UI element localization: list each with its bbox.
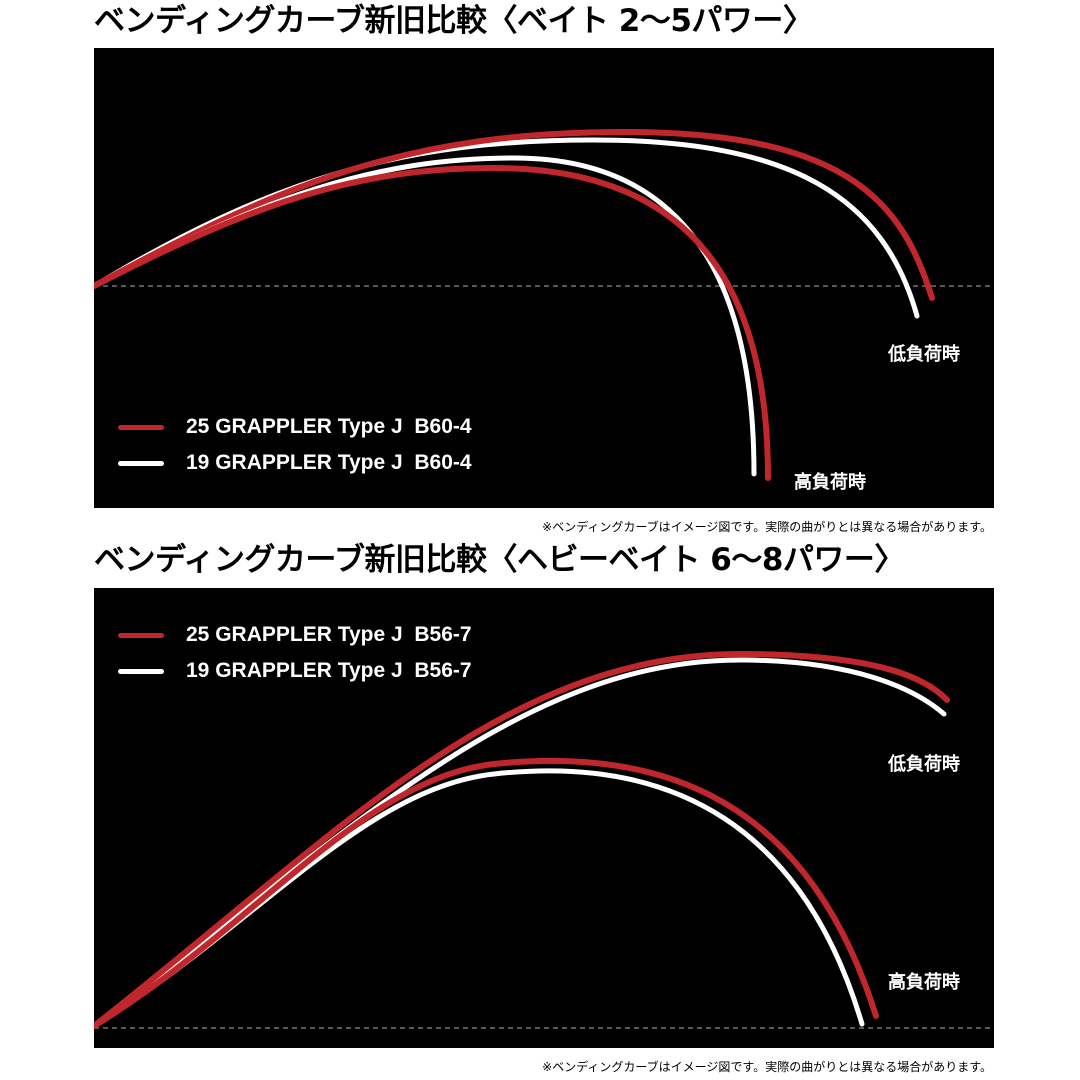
legend-label-new: 25 GRAPPLER Type J B60-4 (186, 415, 472, 438)
image-disclaimer-note: ※ベンディングカーブはイメージ図です。実際の曲がりとは異なる場合があります。 (542, 1060, 992, 1074)
curve-new-high-load (94, 164, 771, 481)
curve-old-high-load (94, 768, 865, 1029)
image-disclaimer-note: ※ベンディングカーブはイメージ図です。実際の曲がりとは異なる場合があります。 (542, 520, 992, 534)
legend-label-new: 25 GRAPPLER Type J B56-7 (186, 623, 472, 646)
curve-new-low-load (94, 650, 950, 1029)
bending-curve-panel-heavy-bait: 25 GRAPPLER Type J B56-7 19 GRAPPLER Typ… (94, 588, 994, 1048)
legend-item-new: 25 GRAPPLER Type J B60-4 (118, 412, 472, 442)
low-load-label: 低負荷時 (888, 344, 960, 365)
legend-swatch-red (118, 632, 164, 638)
high-load-label: 高負荷時 (888, 972, 960, 993)
curve-new-high-load (94, 757, 879, 1029)
legend-swatch-red (118, 424, 164, 430)
legend-label-old: 19 GRAPPLER Type J B56-7 (186, 659, 472, 682)
bending-curve-diagram-heavy-bait (94, 650, 994, 1029)
legend-swatch-white (118, 668, 164, 674)
curve-new-low-load (94, 128, 935, 301)
legend-item-new: 25 GRAPPLER Type J B56-7 (118, 620, 472, 650)
section-1-title: ベンディングカーブ新旧比較〈ベイト 2〜5パワー〉 (94, 3, 814, 39)
legend-swatch-white (118, 460, 164, 466)
section-2-title: ベンディングカーブ新旧比較〈ヘビーベイト 6〜8パワー〉 (94, 542, 905, 578)
bending-curve-diagram-bait (94, 128, 994, 481)
bending-curve-panel-bait: 25 GRAPPLER Type J B60-4 19 GRAPPLER Typ… (94, 48, 994, 508)
curve-old-low-load (94, 657, 947, 1029)
legend-item-old: 19 GRAPPLER Type J B60-4 (118, 448, 472, 478)
legend-label-old: 19 GRAPPLER Type J B60-4 (186, 451, 472, 474)
high-load-label: 高負荷時 (794, 472, 866, 493)
legend-item-old: 19 GRAPPLER Type J B56-7 (118, 656, 472, 686)
low-load-label: 低負荷時 (888, 754, 960, 775)
